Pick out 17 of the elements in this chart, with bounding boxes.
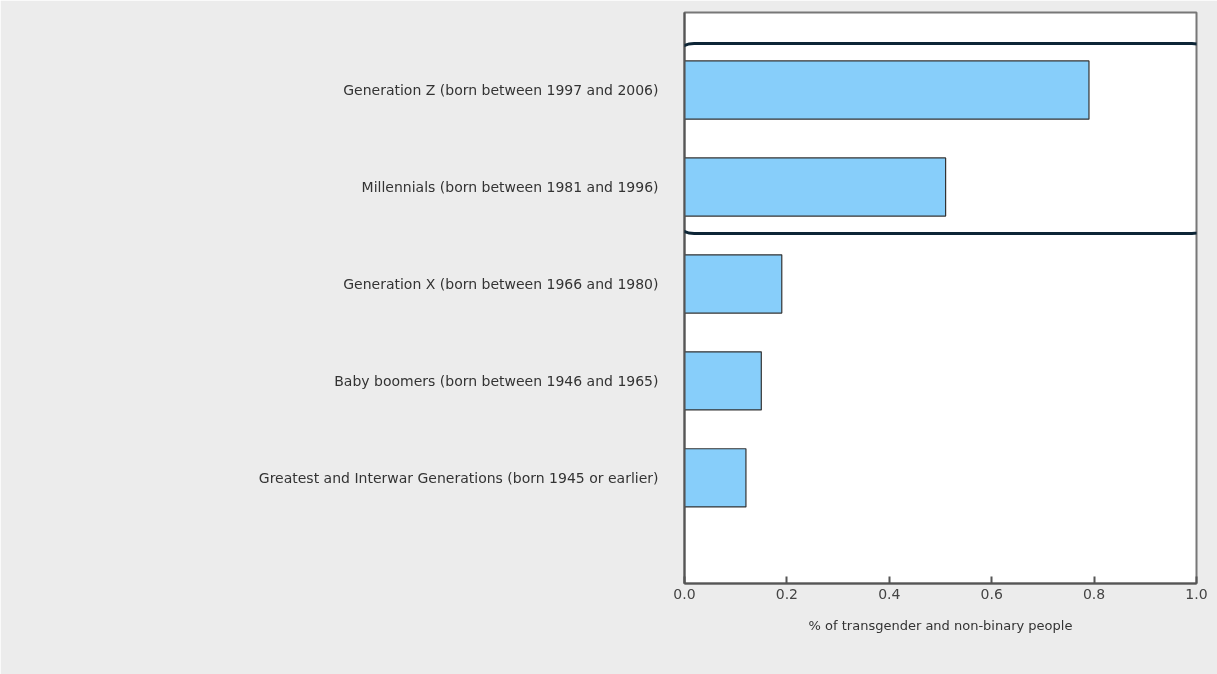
- y-tick-label: Generation Z (born between 1997 and 2006): [343, 82, 659, 99]
- bar: [684, 351, 762, 411]
- x-axis-title: % of transgender and non-binary people: [808, 617, 1073, 633]
- y-tick-label: Generation X (born between 1966 and 1980): [343, 275, 659, 292]
- bar: [684, 60, 1090, 120]
- x-tick-label: 0.6: [980, 585, 1003, 602]
- x-tick-label: 0.4: [878, 585, 901, 602]
- y-tick-label: Baby boomers (born between 1946 and 1965): [334, 372, 659, 389]
- bar: [684, 254, 783, 314]
- y-tick-label: Millennials (born between 1981 and 1996): [361, 179, 659, 195]
- x-tick-label: 1.0: [1185, 585, 1208, 602]
- x-tick-label: 0.0: [673, 585, 696, 602]
- x-tick-label: 0.2: [775, 585, 799, 602]
- bar: [684, 448, 747, 508]
- y-tick-label: Greatest and Interwar Generations (born 1945 or earlier): [258, 469, 659, 486]
- x-tick-label: 0.8: [1082, 585, 1106, 602]
- bar: [684, 157, 947, 217]
